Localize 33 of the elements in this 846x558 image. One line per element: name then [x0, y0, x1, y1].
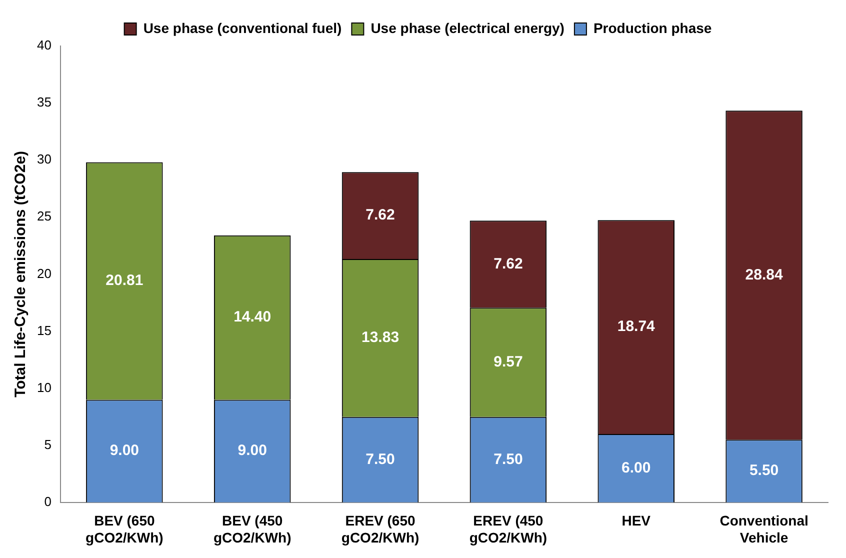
data-label: 9.00 [238, 442, 267, 460]
data-label: 13.83 [361, 329, 400, 346]
x-tick-label: BEV (450 gCO2/KWh) [213, 512, 292, 546]
y-tick-label: 35 [36, 94, 52, 110]
data-label: 5.50 [749, 462, 779, 480]
data-label: 7.50 [366, 450, 395, 468]
y-tick-label: 10 [36, 380, 52, 395]
data-label: 9.57 [494, 353, 523, 370]
data-label: 7.62 [494, 255, 523, 272]
x-tick-label: Conventional Vehicle [720, 512, 808, 546]
y-tick-label: 25 [36, 208, 52, 224]
y-tick-label: 20 [36, 266, 52, 281]
data-label: 7.62 [366, 206, 395, 224]
data-label: 28.84 [745, 266, 784, 284]
y-tick-label: 0 [44, 494, 52, 509]
y-axis-title: Total Life-Cycle emissions (tCO2e) [12, 150, 30, 398]
y-tick-label: 5 [44, 436, 52, 452]
y-tick-label: 30 [36, 152, 52, 167]
data-label: 6.00 [622, 459, 651, 476]
y-tick-label: 40 [36, 38, 52, 53]
data-label: 14.40 [234, 308, 272, 326]
data-label: 20.81 [106, 272, 144, 290]
x-tick-label: EREV (650 gCO2/KWh) [341, 512, 420, 546]
data-label: 18.74 [617, 318, 656, 336]
x-tick-label: BEV (650 gCO2/KWh) [86, 512, 164, 546]
y-tick-label: 15 [36, 322, 52, 338]
legend-label: Use phase (electrical energy) [370, 20, 564, 36]
data-label: 9.00 [110, 442, 140, 460]
data-label: 7.50 [494, 450, 523, 468]
legend-label: Use phase (conventional fuel) [143, 20, 342, 36]
legend-label: Production phase [593, 20, 712, 36]
x-tick-label: HEV [622, 512, 652, 529]
x-tick-label: EREV (450 gCO2/KWh) [469, 512, 548, 546]
